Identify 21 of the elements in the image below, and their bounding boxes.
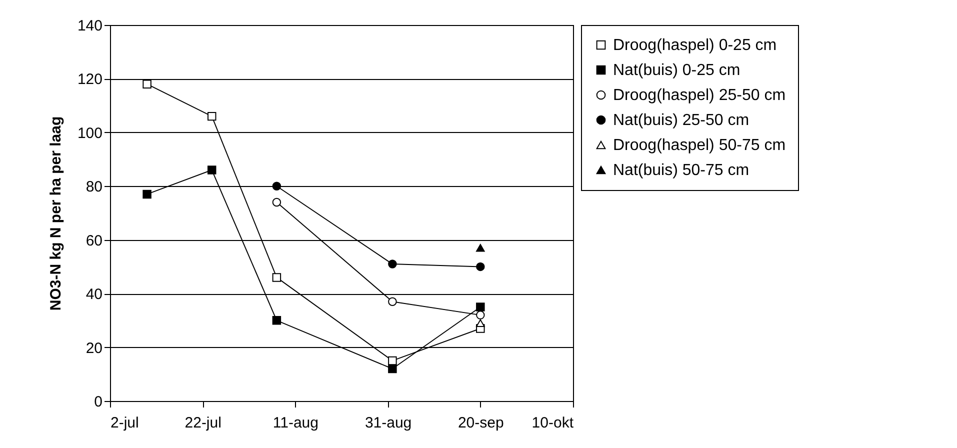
- legend-label: Droog(haspel) 50-75 cm: [613, 137, 786, 154]
- y-tick-label: 140: [77, 18, 102, 34]
- x-tick-label: 20-sep: [458, 414, 504, 432]
- legend-label: Droog(haspel) 25-50 cm: [613, 87, 786, 104]
- x-tick-label: 11-aug: [272, 414, 318, 432]
- y-tick-label: 60: [86, 232, 102, 250]
- x-tick-label: 10-okt: [532, 414, 574, 432]
- y-tick-label: 0: [94, 394, 102, 410]
- x-tick-label: 22-jul: [184, 414, 222, 432]
- y-tick-label: 80: [86, 178, 102, 196]
- y-tick-label: 120: [77, 71, 102, 88]
- y-tick-label: 40: [86, 286, 102, 304]
- legend-label: Nat(buis) 25-50 cm: [613, 112, 750, 129]
- x-tick-label: 31-aug: [364, 414, 412, 432]
- y-tick-label: 20: [86, 340, 102, 357]
- legend-label: Nat(buis) 50-75 cm: [613, 162, 750, 179]
- x-tick-label: 2-jul: [110, 414, 139, 432]
- y-tick-label: 100: [77, 124, 102, 142]
- y-axis-title: NO3-N kg N per ha per laag: [47, 116, 64, 311]
- legend-label: Nat(buis) 0-25 cm: [613, 62, 740, 79]
- legend-label: Droog(haspel) 0-25 cm: [613, 37, 777, 54]
